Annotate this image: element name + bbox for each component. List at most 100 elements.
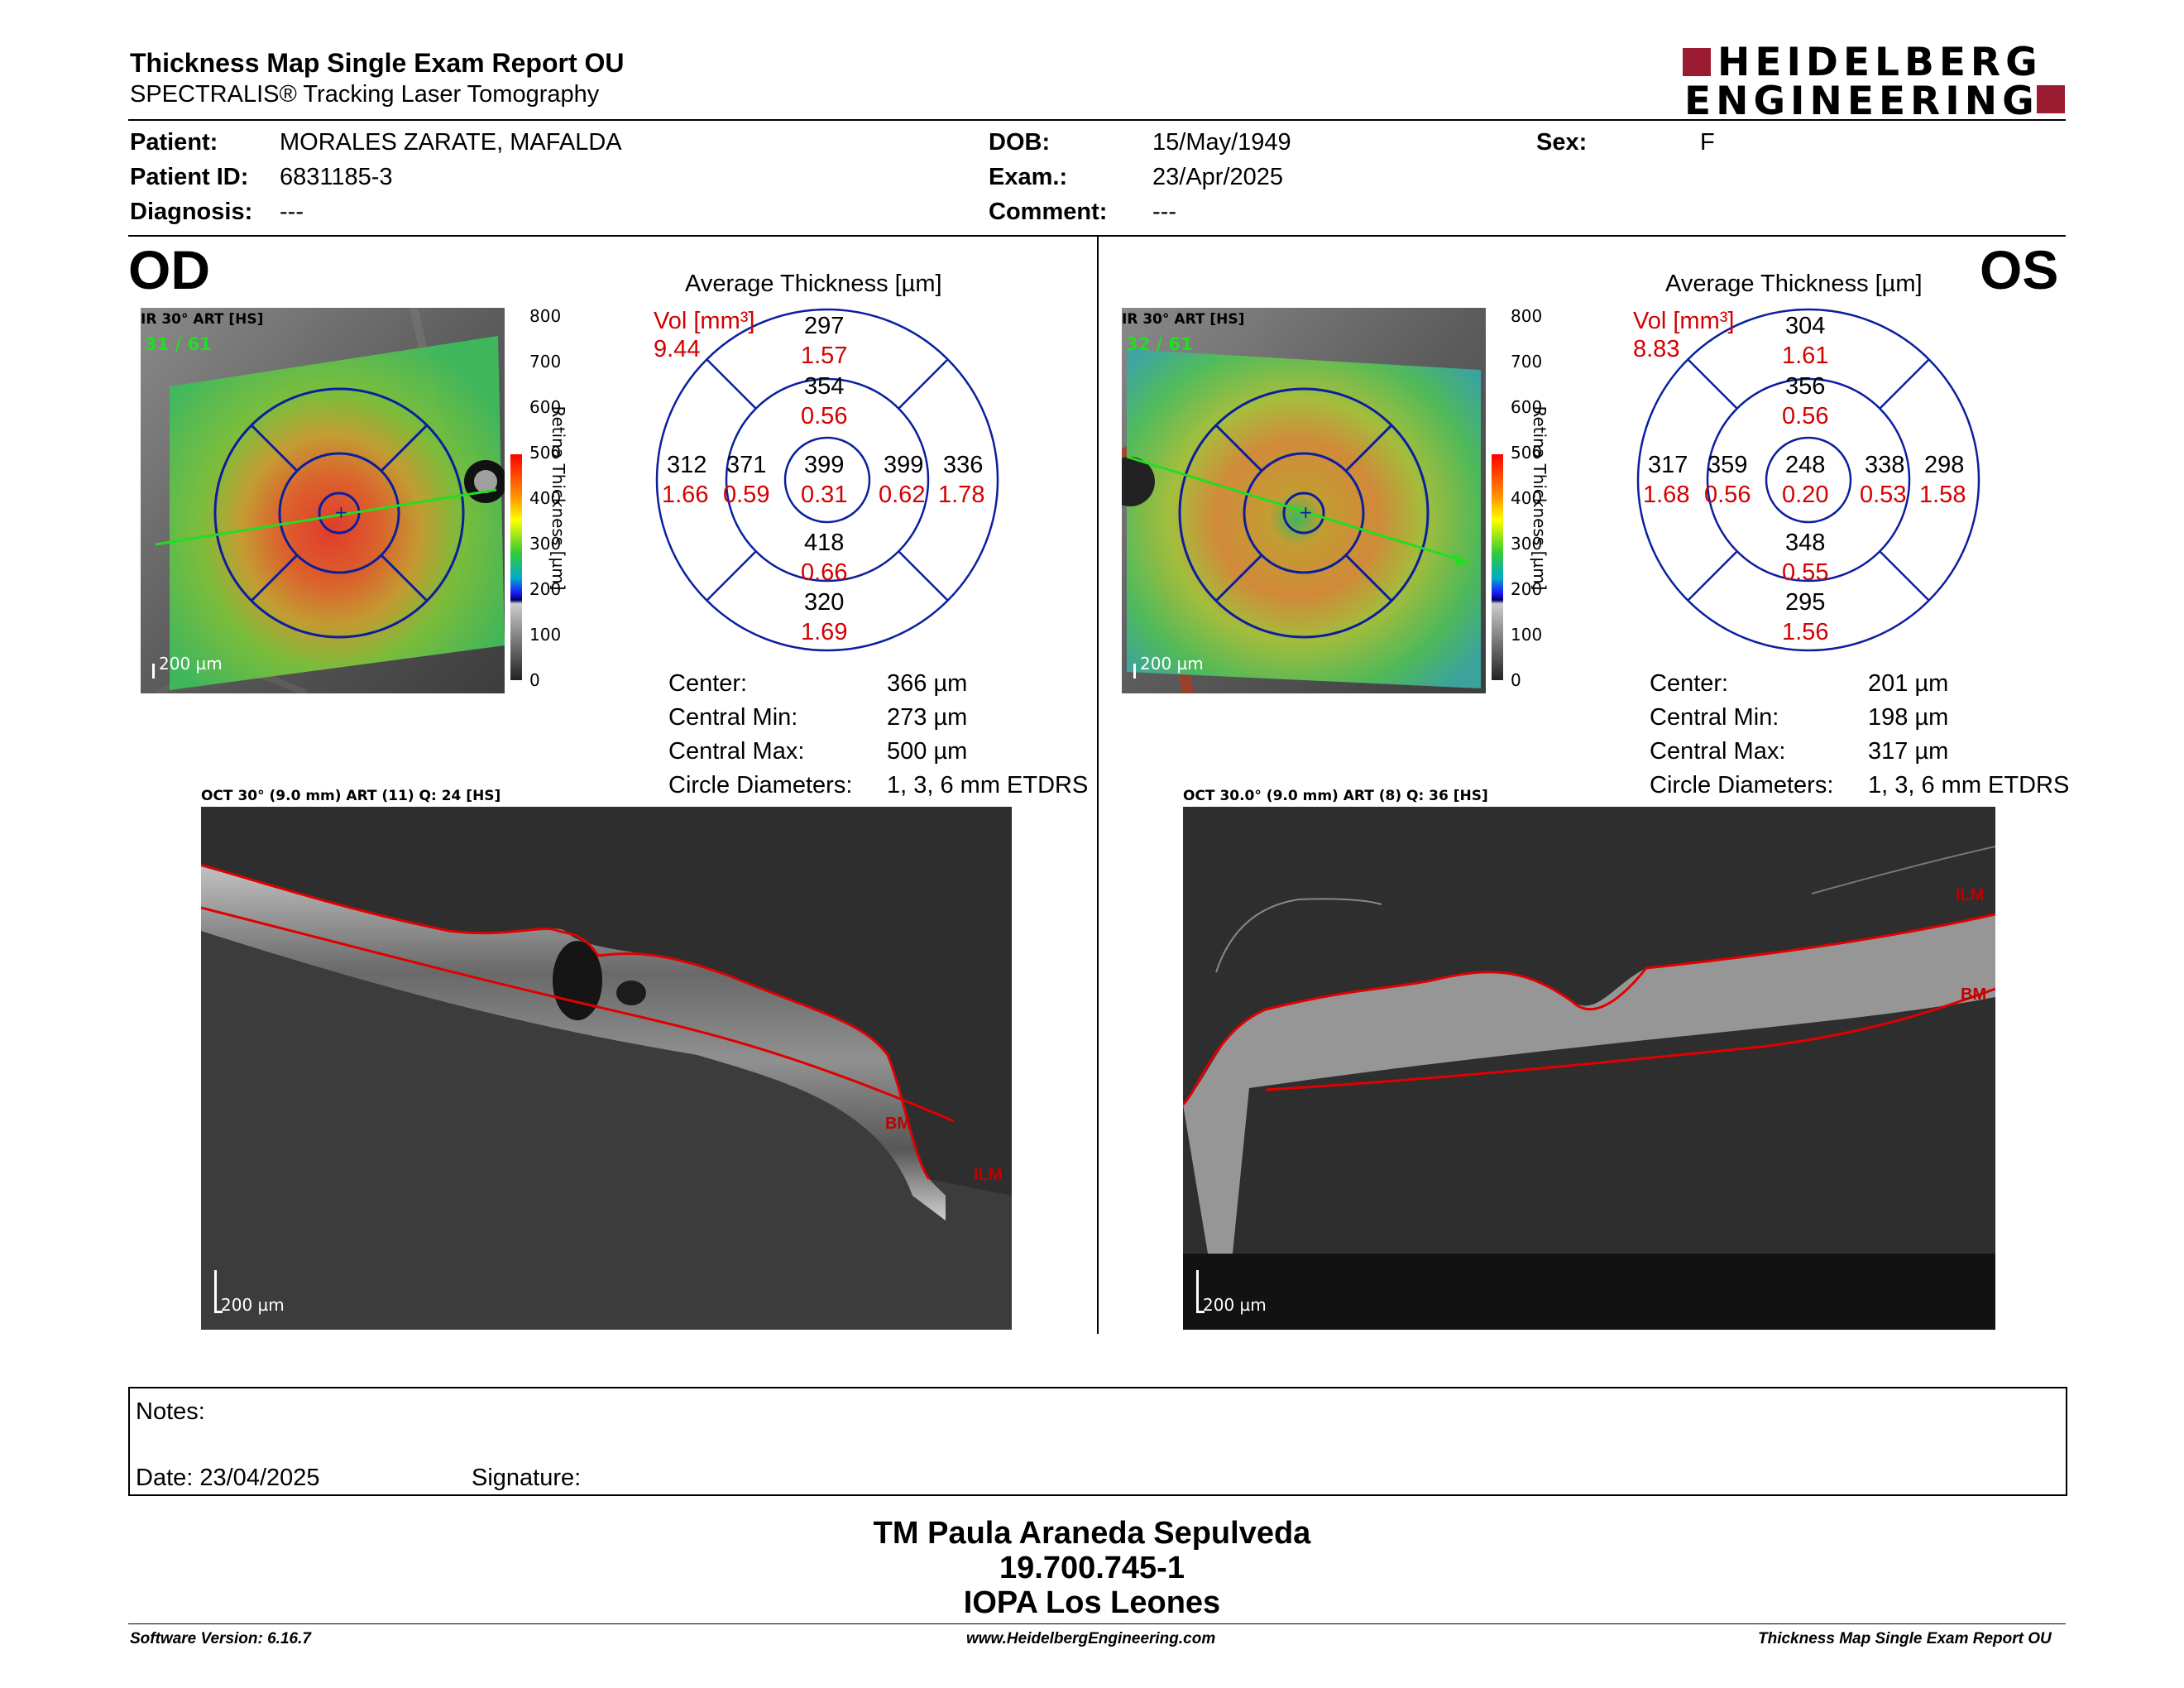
os-oct-scale-bar xyxy=(1196,1270,1199,1313)
os-avg-title: Average Thickness [µm] xyxy=(1665,271,1923,297)
os-min-value: 198 µm xyxy=(1868,704,1949,731)
os-vol-label: Vol [mm³] xyxy=(1633,308,1735,334)
os-ir-scale: 200 µm xyxy=(1140,654,1204,674)
os-outer-nas: 298 xyxy=(1924,452,1965,478)
header-divider xyxy=(128,119,2066,121)
date-label: Date: 23/04/2025 xyxy=(136,1465,320,1491)
os-inner-nas: 338 xyxy=(1865,452,1905,478)
os-tick-300: 300 xyxy=(1511,534,1543,554)
notes-box[interactable] xyxy=(128,1387,2067,1496)
od-map-grid: + xyxy=(155,387,497,639)
website-link[interactable]: www.HeidelbergEngineering.com xyxy=(966,1630,1216,1647)
od-tick-800: 800 xyxy=(529,306,562,326)
od-oct-scan: BM ILM 200 µm xyxy=(201,807,1012,1330)
sex-value: F xyxy=(1700,129,1715,156)
footer-divider xyxy=(128,1623,2066,1624)
dob-value: 15/May/1949 xyxy=(1152,129,1291,156)
os-max-value: 317 µm xyxy=(1868,738,1949,765)
report-title: Thickness Map Single Exam Report OU xyxy=(130,48,625,78)
os-outer-inf-vol: 1.56 xyxy=(1782,619,1829,645)
sex-label: Sex: xyxy=(1536,129,1588,156)
od-ilm-label: ILM xyxy=(974,1166,1003,1184)
svg-text:+: + xyxy=(334,502,348,522)
os-oct-label: OCT 30.0° (9.0 mm) ART (8) Q: 36 [HS] xyxy=(1183,788,1488,804)
od-tick-300: 300 xyxy=(529,534,562,554)
od-frame-counter: 31 / 61 xyxy=(145,334,212,354)
os-outer-inf: 295 xyxy=(1785,589,1826,616)
od-tick-600: 600 xyxy=(529,397,562,417)
od-outer-nas: 336 xyxy=(943,452,984,478)
os-tick-700: 700 xyxy=(1511,352,1543,372)
os-inner-inf: 348 xyxy=(1785,530,1826,556)
patient-divider xyxy=(128,235,2066,237)
signer-name: TM Paula Araneda Sepulveda xyxy=(873,1516,1311,1551)
os-colorbar xyxy=(1492,316,1503,680)
od-inner-nas-vol: 0.62 xyxy=(879,482,926,508)
os-outer-nas-vol: 1.58 xyxy=(1919,482,1966,508)
signer-org: IOPA Los Leones xyxy=(963,1585,1221,1620)
os-diam-label: Circle Diameters: xyxy=(1650,772,1834,798)
od-vol-label: Vol [mm³] xyxy=(654,308,755,334)
od-inner-temp-vol: 0.59 xyxy=(723,482,770,508)
patient-label: Patient: xyxy=(130,129,218,156)
od-outer-temp-vol: 1.66 xyxy=(662,482,709,508)
dob-label: DOB: xyxy=(989,129,1051,156)
exam-value: 23/Apr/2025 xyxy=(1152,164,1284,190)
comment-value: --- xyxy=(1152,199,1176,225)
os-inner-sup-vol: 0.56 xyxy=(1782,403,1829,429)
od-outer-temp: 312 xyxy=(667,452,707,478)
eye-divider xyxy=(1097,237,1099,1334)
comment-label: Comment: xyxy=(989,199,1108,225)
od-colorbar-title: Retina Thickness [µm] xyxy=(548,405,568,591)
od-center-vol: 0.31 xyxy=(801,482,848,508)
os-frame-counter: 32 / 61 xyxy=(1126,334,1193,354)
od-max-label: Central Max: xyxy=(668,738,805,765)
os-inner-temp-vol: 0.56 xyxy=(1704,482,1751,508)
od-tick-400: 400 xyxy=(529,488,562,508)
od-oct-scale-bar xyxy=(214,1270,217,1313)
od-ir-label: IR 30° ART [HS] xyxy=(141,311,264,328)
heidelberg-logo: HEIDELBERG ENGINEERING xyxy=(1679,43,2068,121)
os-center-value: 201 µm xyxy=(1868,670,1949,697)
od-oct-scale: 200 µm xyxy=(221,1295,285,1315)
os-inner-sup: 356 xyxy=(1785,373,1826,400)
os-tick-400: 400 xyxy=(1511,488,1543,508)
od-tick-0: 0 xyxy=(529,670,540,690)
os-tick-800: 800 xyxy=(1511,306,1543,326)
os-fundus-map: IR 30° ART [HS] 32 / 61 200 µm xyxy=(1122,308,1486,693)
od-max-value: 500 µm xyxy=(887,738,968,765)
os-outer-sup-vol: 1.61 xyxy=(1782,343,1829,369)
os-vol-total: 8.83 xyxy=(1633,336,1680,362)
logo-square-bottom xyxy=(2037,85,2065,113)
os-oct-scan: ILM BM 200 µm xyxy=(1183,807,1995,1330)
od-tick-200: 200 xyxy=(529,579,562,599)
os-colorbar-ticks: 800 700 600 500 400 300 200 100 0 xyxy=(1511,306,1544,695)
os-tick-600: 600 xyxy=(1511,397,1543,417)
os-max-label: Central Max: xyxy=(1650,738,1786,765)
od-eye-label: OD xyxy=(128,239,210,300)
od-min-value: 273 µm xyxy=(887,704,968,731)
os-tick-0: 0 xyxy=(1511,670,1521,690)
od-center-value: 366 µm xyxy=(887,670,968,697)
os-center: 248 xyxy=(1785,452,1826,478)
os-inner-inf-vol: 0.55 xyxy=(1782,559,1829,586)
os-inner-temp: 359 xyxy=(1707,452,1748,478)
od-inner-sup-vol: 0.56 xyxy=(801,403,848,429)
os-ir-scale-bar xyxy=(1133,664,1136,679)
od-outer-inf-vol: 1.69 xyxy=(801,619,848,645)
exam-label: Exam.: xyxy=(989,164,1068,190)
od-tick-700: 700 xyxy=(529,352,562,372)
patient-id-label: Patient ID: xyxy=(130,164,249,190)
od-outer-sup: 297 xyxy=(804,313,845,339)
os-map-grid: + xyxy=(1126,387,1470,639)
os-tick-500: 500 xyxy=(1511,443,1543,463)
patient-id-value: 6831185-3 xyxy=(280,164,393,190)
od-outer-inf: 320 xyxy=(804,589,845,616)
od-diam-value: 1, 3, 6 mm ETDRS xyxy=(887,772,1089,798)
svg-text:+: + xyxy=(1299,502,1313,522)
footer-report-name: Thickness Map Single Exam Report OU xyxy=(1758,1630,2052,1647)
od-oct-label: OCT 30° (9.0 mm) ART (11) Q: 24 [HS] xyxy=(201,788,501,804)
od-inner-sup: 354 xyxy=(804,373,845,400)
od-inner-inf-vol: 0.66 xyxy=(801,559,848,586)
os-oct-scale: 200 µm xyxy=(1203,1295,1267,1315)
